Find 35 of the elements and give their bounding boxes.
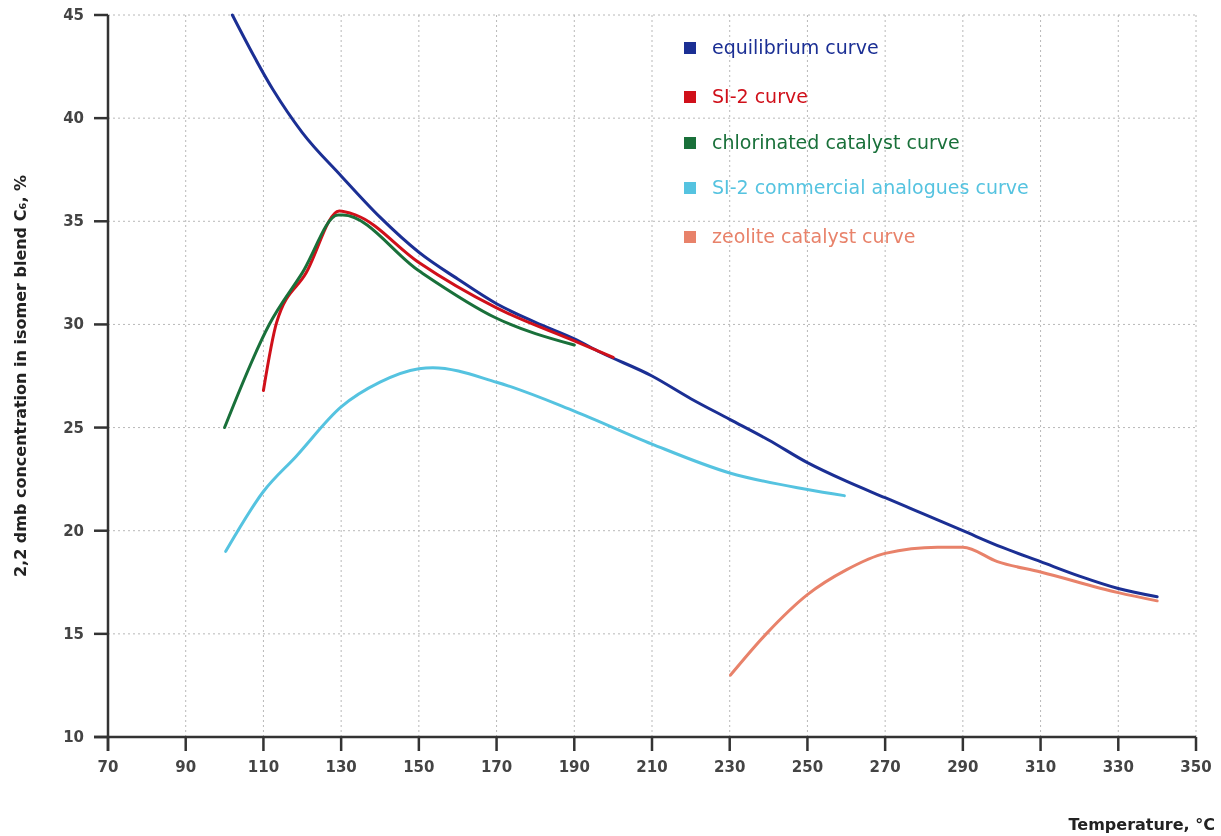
line-series [728,545,1159,677]
x-axis-title: Temperature, °C [1068,815,1215,834]
y-tick-label: 40 [63,109,84,128]
legend-label: SI-2 commercial analogues curve [712,176,1029,198]
y-tick-label: 10 [63,728,84,746]
x-tick-label: 150 [403,758,435,776]
x-tick-label: 230 [714,758,746,776]
y-tick-label: 45 [63,6,84,24]
line-series [224,366,846,553]
x-tick-label: 350 [1180,758,1212,776]
legend-label: chlorinated catalyst curve [712,131,960,153]
x-tick-label: 250 [791,758,824,776]
y-axis-title: 2,2 dmb concentration in isomer blend C₆, % [11,174,30,578]
legend-label: zeolite catalyst curve [712,225,916,247]
line-series [261,209,615,392]
x-tick-label: 90 [175,758,197,776]
x-tick-label: 190 [558,758,590,776]
x-tick-label: 210 [636,758,668,776]
x-tick-label: 70 [97,758,119,776]
x-tick-label: 270 [869,758,901,776]
x-tick-label: 110 [247,758,280,776]
legend-label: SI-2 curve [712,85,808,107]
y-tick-label: 35 [63,212,84,231]
legend-label: equilibrium curve [712,36,879,58]
y-tick-label: 15 [63,624,84,643]
x-tick-label: 290 [947,758,979,776]
y-tick-label: 30 [63,315,84,334]
y-tick-label: 25 [63,418,84,437]
line-series [223,213,576,430]
x-tick-label: 130 [325,758,357,776]
x-tick-label: 330 [1102,758,1134,776]
y-tick-label: 20 [63,521,84,540]
line-series [230,13,1159,599]
x-tick-label: 170 [480,758,513,776]
x-tick-label: 310 [1024,758,1057,776]
